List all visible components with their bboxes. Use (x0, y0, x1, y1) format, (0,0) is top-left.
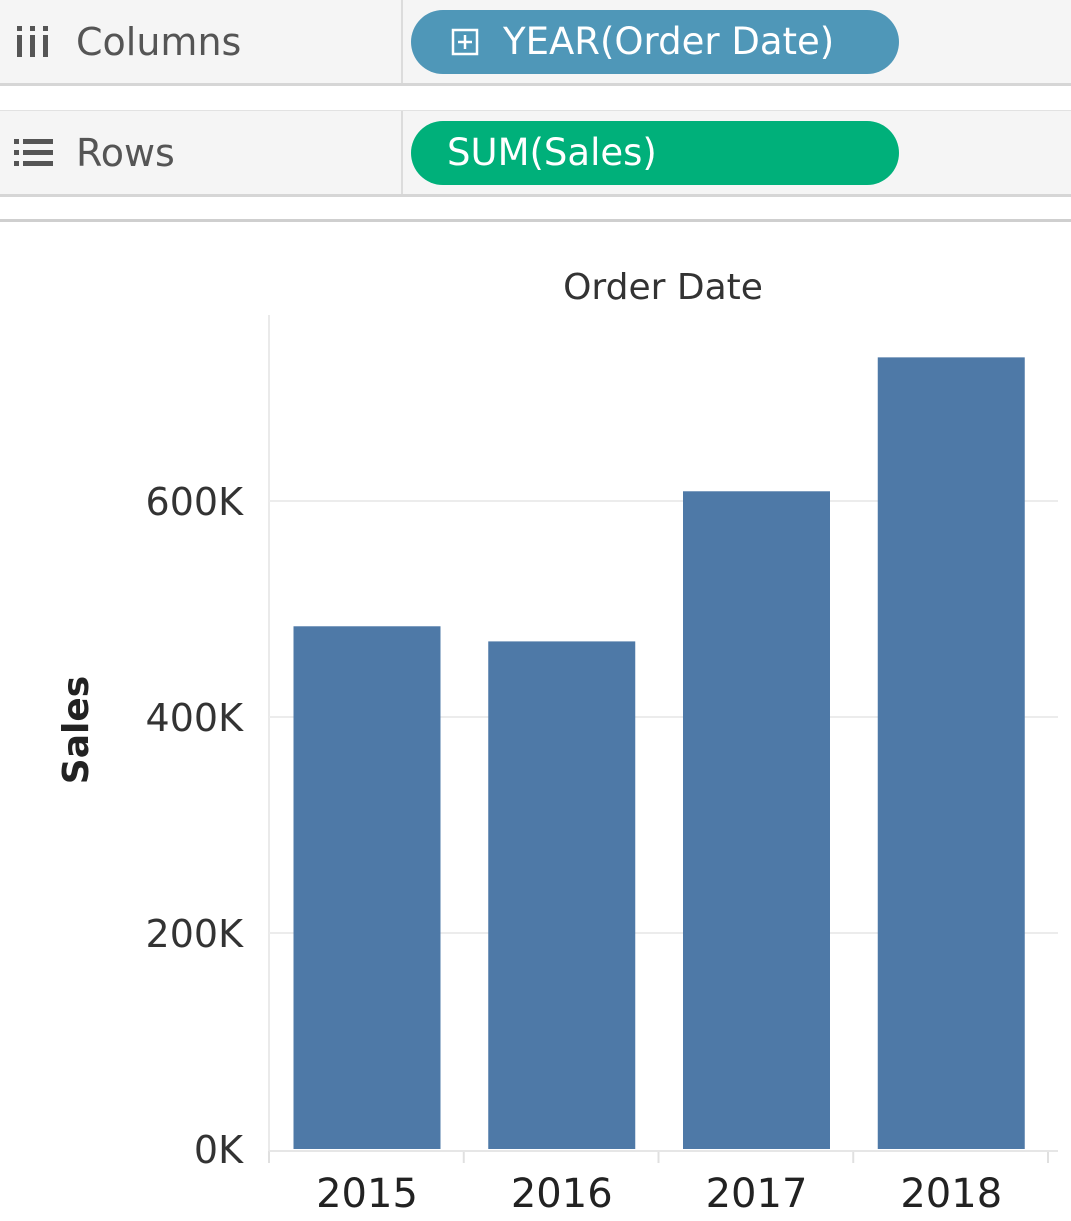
sum-sales-pill[interactable]: SUM(Sales) (411, 121, 899, 185)
x-tick-label: 2018 (900, 1171, 1002, 1217)
x-tick-label: 2017 (706, 1171, 808, 1217)
bar-2016[interactable] (488, 641, 636, 1149)
x-tick-label: 2015 (316, 1171, 418, 1217)
columns-shelf-label: Columns (76, 20, 242, 64)
expand-plus-icon[interactable] (451, 28, 479, 56)
shelf-separator-bottom (0, 197, 1071, 222)
y-tick-label: 600K (146, 480, 245, 524)
rows-shelf-icon (14, 139, 53, 166)
y-tick-label: 200K (146, 912, 245, 956)
y-tick-label: 0K (194, 1128, 244, 1172)
sales-bar-chart: 0K 200K 400K 600K 2015 2016 2017 2018 Order Date… (56, 267, 1058, 1217)
chart-title: Order Date (563, 267, 763, 308)
year-order-date-pill[interactable]: YEAR(Order Date) (411, 10, 899, 74)
columns-shelf-label-cell: Columns (0, 0, 403, 83)
bar-2017[interactable] (683, 491, 830, 1149)
rows-shelf-label-cell: Rows (0, 111, 403, 194)
y-axis-label: Sales (56, 676, 97, 784)
sum-sales-pill-label: SUM(Sales) (447, 131, 657, 174)
shelf-separator (0, 86, 1071, 111)
bar-2018[interactable] (877, 357, 1025, 1149)
columns-shelf-icon (17, 26, 48, 57)
columns-shelf: Columns YEAR(Order Date) (0, 0, 1071, 86)
y-tick-label: 400K (146, 696, 245, 740)
bar-2015[interactable] (293, 626, 441, 1149)
year-order-date-pill-label: YEAR(Order Date) (503, 20, 835, 63)
x-tick-label: 2016 (511, 1171, 613, 1217)
rows-shelf: Rows SUM(Sales) (0, 111, 1071, 197)
rows-shelf-label: Rows (76, 131, 175, 175)
